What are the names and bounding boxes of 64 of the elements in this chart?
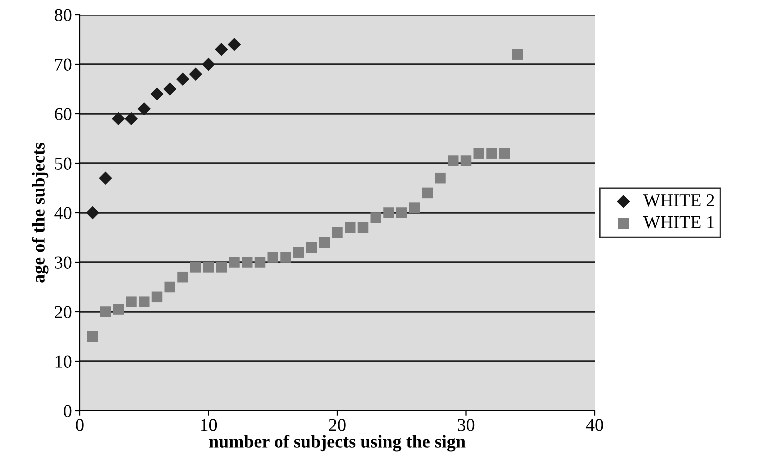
point <box>189 68 202 81</box>
point <box>112 112 126 126</box>
point <box>435 172 446 184</box>
y-tick-label: 10 <box>56 356 72 368</box>
point <box>164 282 176 293</box>
y-tick-label: 30 <box>55 256 72 269</box>
point <box>87 331 98 342</box>
point <box>499 148 510 159</box>
legend-label: WHITE 1 <box>644 216 714 229</box>
point <box>306 242 318 254</box>
point <box>448 156 459 166</box>
point <box>99 172 112 185</box>
y-tick-label: 80 <box>54 9 72 22</box>
point <box>460 156 472 166</box>
point <box>332 227 343 238</box>
point <box>254 257 266 268</box>
point <box>319 237 330 248</box>
point <box>358 222 369 234</box>
point <box>138 102 151 116</box>
point <box>203 262 214 273</box>
point <box>396 208 408 218</box>
point <box>409 202 420 214</box>
point <box>100 306 112 318</box>
point <box>178 272 188 283</box>
point <box>268 252 279 263</box>
point <box>126 296 137 308</box>
point <box>113 304 124 315</box>
point <box>190 262 202 273</box>
point <box>228 38 242 52</box>
y-tick-label: 40 <box>54 207 72 220</box>
point <box>474 148 485 159</box>
point <box>86 206 100 220</box>
point <box>344 222 356 234</box>
point <box>512 49 524 60</box>
point <box>486 148 498 159</box>
x-axis-title: number of subjects using the sign <box>209 435 466 452</box>
point <box>138 296 150 308</box>
point <box>164 82 177 96</box>
point <box>150 88 164 101</box>
y-axis-title: age of the subjects <box>32 142 49 283</box>
point <box>176 72 190 86</box>
point <box>370 212 382 224</box>
x-tick-label: 20 <box>329 419 346 432</box>
point <box>242 257 253 268</box>
y-tick-label: 60 <box>55 108 72 120</box>
x-tick-label: 30 <box>458 419 475 432</box>
x-tick-label: 10 <box>201 419 218 432</box>
y-tick-label: 0 <box>64 405 72 418</box>
point <box>152 292 163 303</box>
y-tick-label: 20 <box>55 306 72 318</box>
x-tick-label: 40 <box>586 419 604 432</box>
point <box>280 252 292 263</box>
point <box>384 208 394 218</box>
point <box>202 58 216 72</box>
point <box>216 262 228 273</box>
legend-label: WHITE 2 <box>644 194 714 207</box>
point <box>124 112 138 126</box>
y-tick-label: 70 <box>55 58 72 71</box>
point <box>229 257 240 268</box>
x-tick-label: 0 <box>76 419 84 432</box>
point <box>215 43 228 56</box>
point <box>293 247 304 258</box>
point <box>422 188 434 199</box>
y-tick-label: 50 <box>55 158 72 170</box>
